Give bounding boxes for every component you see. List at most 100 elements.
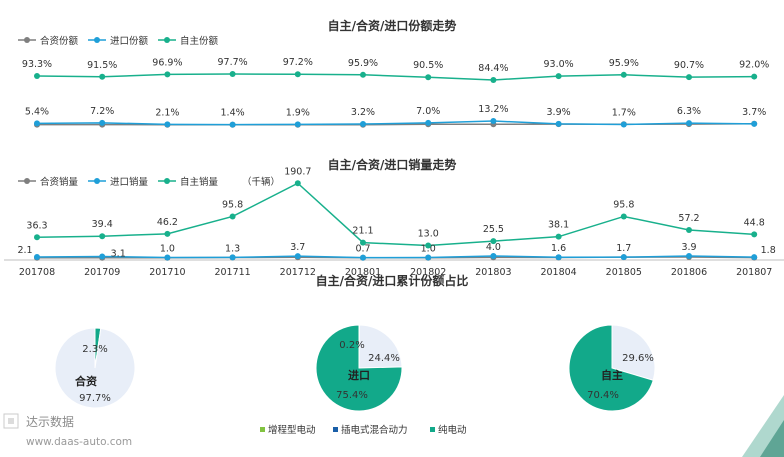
pie-slice-label: 97.7%	[79, 393, 111, 404]
share-import-data-label: 3.2%	[351, 107, 375, 118]
share-import-data-label: 3.9%	[547, 107, 571, 118]
share-import-data-label: 1.9%	[286, 107, 310, 118]
share-import-point	[686, 120, 692, 127]
volume-domestic-point	[229, 213, 236, 220]
share-domestic-point	[555, 73, 562, 80]
volume-domestic-point	[360, 239, 366, 246]
volume-import-data-label: 3.9	[681, 242, 696, 253]
volume-domestic-point	[620, 213, 627, 220]
share-domestic-data-label: 93.0%	[544, 59, 574, 70]
volume-domestic-data-label: 95.8	[222, 199, 243, 210]
share-domestic-point	[99, 73, 106, 80]
share-domestic-data-label: 93.3%	[22, 59, 52, 70]
volume-domestic-data-label: 38.1	[548, 220, 569, 231]
pie-slice-label: 70.4%	[587, 390, 619, 401]
share-import-data-label: 1.7%	[612, 107, 636, 118]
corner-decoration	[742, 395, 784, 457]
volume-import-data-label: 3.1	[111, 248, 126, 259]
share-import-data-label: 1.4%	[221, 108, 245, 119]
volume-domestic-data-label: 95.8	[613, 199, 634, 210]
legend-phev-swatch	[333, 427, 338, 432]
share-import-point	[620, 121, 627, 128]
legend-phev-label: 插电式混合动力	[341, 424, 408, 436]
volume-import-point	[229, 254, 236, 261]
share-domestic-point	[360, 71, 366, 78]
volume-domestic-data-label: 57.2	[678, 213, 699, 224]
share-domestic-point	[620, 71, 627, 78]
legend-jv-share-marker	[24, 37, 30, 43]
share-domestic-line	[36, 73, 755, 81]
volume-import-point	[620, 254, 627, 261]
pie-1-slice	[358, 324, 403, 369]
volume-domestic-data-label: 13.0	[418, 228, 439, 239]
share-domestic-data-label: 97.7%	[218, 57, 248, 68]
volume-x-tick-label: 201803	[475, 267, 511, 278]
volume-x-tick-label: 201710	[149, 267, 185, 278]
watermark-url: www.daas-auto.com	[26, 436, 132, 448]
volume-domestic-data-label: 25.5	[483, 224, 504, 235]
share-domestic-data-label: 90.5%	[413, 60, 443, 71]
volume-import-point	[555, 254, 562, 261]
share-domestic-data-label: 92.0%	[739, 60, 769, 71]
volume-legend: 合资销量 进口销量 自主销量 （千辆）	[18, 176, 280, 188]
share-import-point	[425, 119, 432, 126]
volume-domestic-data-label: 21.1	[352, 226, 373, 237]
volume-domestic-point	[555, 233, 562, 240]
volume-import-line	[36, 255, 755, 259]
volume-import-point	[294, 253, 301, 260]
legend-domestic-share-marker	[164, 37, 170, 43]
volume-import-point	[34, 253, 40, 260]
volume-domestic-point	[686, 226, 692, 233]
share-domestic-point	[425, 74, 432, 81]
share-domestic-point	[294, 71, 301, 78]
volume-domestic-point	[294, 180, 301, 187]
volume-domestic-data-label: 39.4	[92, 219, 113, 230]
volume-domestic-data-label: 46.2	[157, 217, 178, 228]
share-domestic-data-label: 84.4%	[478, 63, 508, 74]
share-legend: 合资份额 进口份额 自主份额	[18, 35, 219, 47]
legend-import-volume-marker	[94, 178, 100, 184]
volume-import-data-label: 1.0	[421, 244, 436, 255]
volume-domestic-point	[34, 234, 40, 241]
volume-chart: 2.1 3.1 1.0 1.3 3.7 0.7 1.0 4.0 1.6 1.7 3.9 1.8 36.3…	[17, 166, 775, 278]
share-import-point	[751, 120, 758, 127]
pie-legend: 增程型电动 插电式混合动力 纯电动	[260, 424, 467, 436]
legend-domestic-volume-label: 自主销量	[180, 176, 219, 188]
share-domestic-point	[686, 74, 692, 81]
volume-import-point	[425, 254, 432, 261]
share-domestic-point	[164, 71, 171, 78]
volume-domestic-data-label: 190.7	[284, 166, 311, 177]
pie-charts: 2.3% 97.7% 合资 0.2% 24.4% 75.4% 进口 29.6% 70.4% 自主	[54, 324, 656, 412]
volume-domestic-line	[36, 182, 755, 247]
pie-2-slice	[611, 324, 656, 381]
legend-jv-volume-marker	[24, 178, 30, 184]
share-import-point	[229, 121, 236, 128]
volume-import-data-label: 3.7	[290, 242, 305, 253]
legend-erev-swatch	[260, 427, 265, 432]
volume-x-tick-label: 201712	[280, 267, 316, 278]
volume-chart-title: 自主/合资/进口销量走势	[328, 157, 457, 172]
volume-import-data-label: 1.0	[160, 244, 175, 255]
volume-import-data-label: 1.7	[616, 243, 631, 254]
volume-x-tick-label: 201804	[540, 267, 576, 278]
legend-bev-swatch	[430, 427, 435, 432]
share-import-line	[36, 120, 755, 126]
volume-import-data-label: 1.8	[761, 245, 776, 256]
pie-slice-label: 24.4%	[368, 353, 400, 364]
share-domestic-data-label: 95.9%	[609, 58, 639, 69]
legend-import-volume-label: 进口销量	[110, 176, 149, 188]
legend-import-share-label: 进口份额	[110, 35, 149, 47]
pie-name-label: 进口	[348, 368, 370, 382]
volume-domestic-point	[164, 230, 171, 237]
watermark-logo-icon	[3, 413, 19, 429]
share-import-point	[34, 120, 40, 127]
legend-domestic-volume-marker	[164, 178, 170, 184]
share-import-data-label: 2.1%	[155, 107, 179, 118]
volume-x-tick-label: 201708	[19, 267, 55, 278]
pie-0-slice	[54, 327, 136, 409]
volume-x-tick-label: 201802	[410, 267, 446, 278]
share-chart-title: 自主/合资/进口份额走势	[328, 18, 457, 33]
volume-domestic-point	[425, 242, 432, 249]
